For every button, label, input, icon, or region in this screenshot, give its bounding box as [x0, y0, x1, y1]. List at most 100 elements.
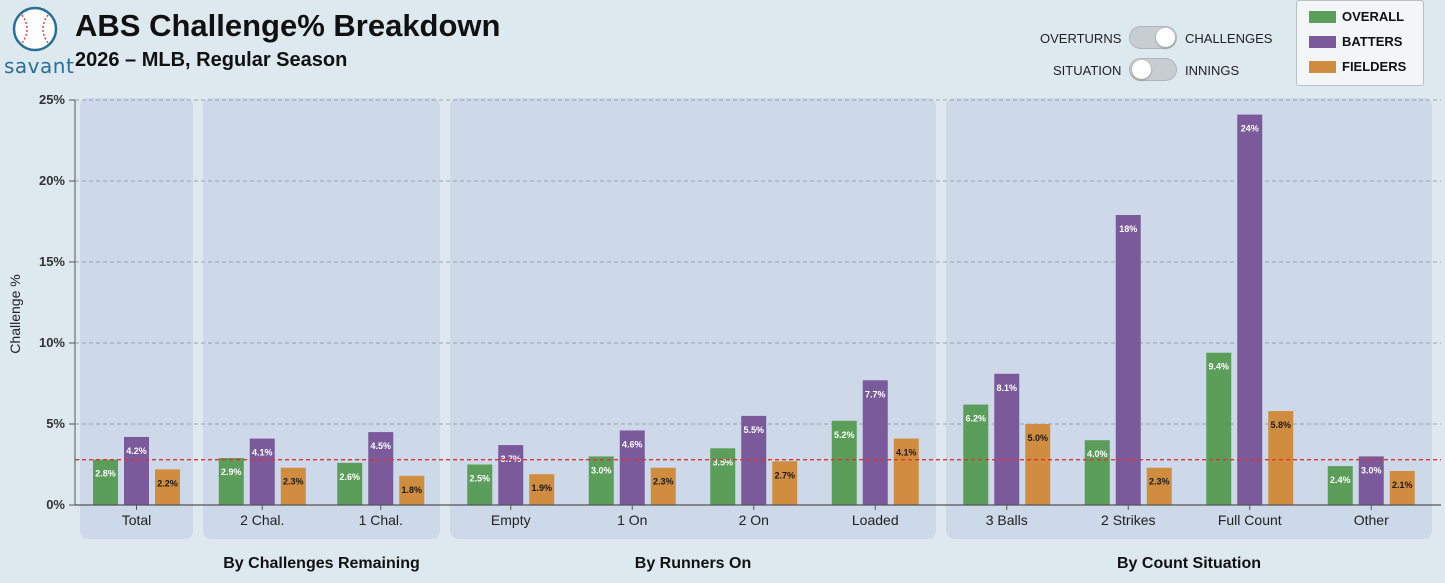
toggle-overturns-challenges[interactable] — [1129, 26, 1177, 49]
bar-batters — [249, 438, 275, 505]
bar-value-label: 5.8% — [1270, 420, 1291, 430]
bar-value-label: 3.5% — [712, 457, 733, 467]
x-tick-label: Full Count — [1218, 512, 1282, 528]
toggle-innings-label: INNINGS — [1185, 63, 1240, 78]
toggle-challenges-label: CHALLENGES — [1185, 31, 1273, 46]
x-tick-label: 3 Balls — [986, 512, 1028, 528]
bar-overall — [337, 462, 363, 505]
bar-overall — [218, 458, 244, 505]
x-tick-label: Other — [1354, 512, 1389, 528]
bar-fielders — [650, 467, 676, 505]
legend-swatch — [1309, 61, 1336, 73]
bar-value-label: 4.5% — [370, 441, 391, 451]
y-tick-label: 0% — [46, 497, 65, 512]
bar-value-label: 2.7% — [774, 470, 795, 480]
bar-overall — [467, 464, 493, 505]
bar-batters — [619, 430, 645, 505]
toggle-situation-innings[interactable] — [1129, 58, 1177, 81]
y-tick-label: 15% — [39, 254, 65, 269]
bar-value-label: 4.1% — [896, 448, 917, 458]
bar-fielders — [155, 469, 180, 505]
toggle-situation-label: SITUATION — [1053, 63, 1122, 78]
legend-label: BATTERS — [1342, 34, 1403, 49]
group-label: By Challenges Remaining — [223, 555, 420, 572]
bar-value-label: 2.3% — [1149, 477, 1170, 487]
bar-value-label: 2.5% — [469, 474, 490, 484]
bar-fielders — [1146, 467, 1172, 505]
x-tick-label: Loaded — [852, 512, 899, 528]
bar-fielders — [280, 467, 306, 505]
y-tick-label: 5% — [46, 416, 65, 431]
bar-overall — [963, 404, 989, 505]
y-axis-title: Challenge % — [7, 274, 23, 353]
bar-value-label: 1.8% — [401, 485, 422, 495]
bar-value-label: 4.6% — [622, 439, 643, 449]
bar-fielders — [772, 461, 798, 505]
bar-value-label: 8.1% — [996, 383, 1017, 393]
bar-batters — [1115, 215, 1141, 505]
bar-value-label: 3.0% — [1361, 465, 1382, 475]
bar-value-label: 6.2% — [965, 414, 986, 424]
bar-value-label: 24% — [1241, 124, 1259, 134]
bar-overall — [93, 459, 118, 505]
group-panel — [946, 98, 1432, 539]
bar-fielders — [399, 475, 425, 505]
baseball-icon — [12, 6, 58, 52]
x-tick-label: 2 Strikes — [1101, 512, 1155, 528]
bar-batters — [368, 432, 394, 505]
bar-value-label: 2.1% — [1392, 480, 1413, 490]
bar-batters — [862, 380, 888, 505]
bar-value-label: 4.0% — [1087, 449, 1108, 459]
bar-value-label: 2.3% — [653, 477, 674, 487]
bar-value-label: 2.3% — [283, 477, 304, 487]
legend-label: FIELDERS — [1342, 59, 1407, 74]
toggle-knob — [1132, 60, 1151, 79]
group-panel — [450, 98, 936, 539]
x-tick-label: Empty — [491, 512, 531, 528]
bar-fielders — [529, 474, 555, 505]
y-tick-label: 25% — [39, 92, 65, 107]
bar-batters — [994, 373, 1020, 505]
bar-fielders — [1389, 470, 1415, 505]
x-tick-label: 1 On — [617, 512, 647, 528]
bar-overall — [1084, 440, 1110, 505]
bar-overall — [831, 420, 857, 505]
bar-value-label: 2.6% — [339, 472, 360, 482]
bar-value-label: 18% — [1119, 224, 1137, 234]
group-label: By Runners On — [635, 555, 751, 572]
bar-value-label: 5.5% — [743, 425, 764, 435]
toggle-overturns-label: OVERTURNS — [1040, 31, 1122, 46]
bar-value-label: 4.1% — [252, 448, 273, 458]
x-tick-label: Total — [122, 512, 152, 528]
bar-value-label: 4.2% — [126, 446, 147, 456]
bar-value-label: 1.9% — [531, 483, 552, 493]
bar-fielders — [893, 438, 919, 505]
bar-batters — [1358, 456, 1384, 505]
bar-overall — [588, 456, 614, 505]
bar-value-label: 2.4% — [1330, 475, 1351, 485]
bar-batters — [1237, 114, 1263, 505]
bar-value-label: 2.8% — [95, 469, 116, 479]
bar-value-label: 5.0% — [1027, 433, 1048, 443]
bar-value-label: 9.4% — [1208, 362, 1229, 372]
y-tick-label: 20% — [39, 173, 65, 188]
y-tick-label: 10% — [39, 335, 65, 350]
legend-swatch — [1309, 11, 1336, 23]
bar-value-label: 2.2% — [157, 478, 178, 488]
bar-fielders — [1025, 424, 1051, 505]
bar-value-label: 3.0% — [591, 465, 612, 475]
x-tick-label: 1 Chal. — [359, 512, 403, 528]
savant-logo[interactable]: savant — [4, 6, 74, 78]
logo-text: savant — [4, 54, 75, 78]
x-tick-label: 2 Chal. — [240, 512, 284, 528]
page-subtitle: 2026 – MLB, Regular Season — [75, 49, 348, 71]
group-panel — [203, 98, 440, 539]
group-label: By Count Situation — [1117, 555, 1261, 572]
bar-value-label: 5.2% — [834, 430, 855, 440]
group-panel — [80, 98, 193, 539]
bar-batters — [124, 436, 149, 505]
bar-batters — [498, 445, 524, 505]
bar-overall — [1327, 466, 1353, 505]
x-tick-label: 2 On — [739, 512, 769, 528]
